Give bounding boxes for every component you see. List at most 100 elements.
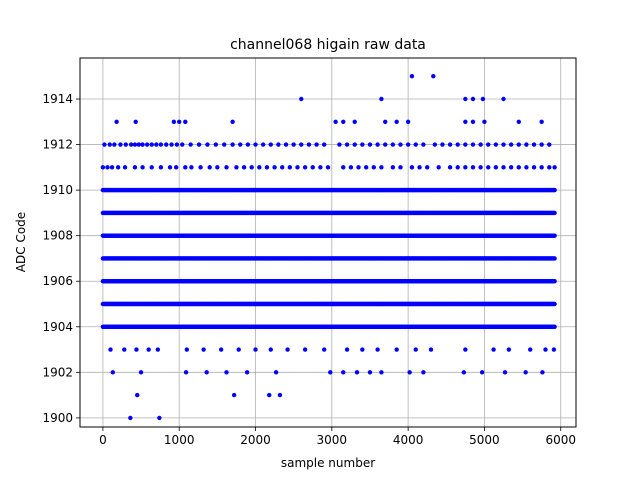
- data-point: [302, 347, 308, 352]
- x-tick-label: 2000: [240, 433, 271, 447]
- data-point: [516, 165, 521, 170]
- data-point: [447, 165, 453, 170]
- data-point: [268, 142, 273, 147]
- data-point: [230, 119, 235, 124]
- data-point: [105, 165, 110, 170]
- chart-title: channel068 higain raw data: [230, 37, 426, 53]
- data-point: [144, 142, 150, 147]
- data-point: [506, 347, 512, 352]
- data-point: [531, 165, 537, 170]
- data-point: [341, 370, 346, 375]
- data-point: [183, 119, 188, 124]
- data-point: [180, 142, 185, 147]
- data-point: [463, 165, 468, 170]
- data-point: [479, 370, 485, 375]
- data-point: [360, 142, 365, 147]
- data-point: [272, 165, 277, 170]
- data-point: [184, 347, 190, 352]
- data-point: [277, 392, 283, 398]
- data-point: [407, 370, 412, 375]
- data-point: [222, 142, 227, 147]
- data-point: [306, 142, 312, 147]
- data-point: [321, 347, 327, 352]
- data-point: [409, 165, 415, 170]
- data-point: [470, 142, 476, 147]
- data-point: [241, 165, 247, 170]
- data-point: [428, 347, 434, 352]
- data-point: [516, 119, 521, 124]
- data-point: [552, 165, 557, 170]
- data-point: [114, 119, 119, 124]
- data-point: [528, 347, 533, 352]
- data-point: [348, 165, 354, 170]
- data-point: [135, 392, 140, 398]
- data-point: [447, 142, 453, 147]
- data-point: [398, 165, 403, 170]
- data-point: [516, 142, 521, 147]
- data-point: [140, 165, 145, 170]
- data-point: [177, 119, 182, 124]
- data-point: [390, 142, 396, 147]
- data-point: [157, 415, 162, 421]
- data-point: [264, 165, 270, 170]
- data-point: [344, 347, 350, 352]
- data-point: [287, 165, 293, 170]
- data-point: [257, 165, 262, 170]
- data-point: [207, 165, 212, 170]
- data-point: [318, 165, 323, 170]
- data-point: [421, 142, 426, 147]
- data-point: [470, 119, 476, 124]
- data-point: [158, 165, 164, 170]
- data-point: [198, 165, 203, 170]
- data-point: [409, 74, 415, 79]
- data-point: [383, 119, 388, 124]
- data-point: [478, 165, 483, 170]
- data-point: [482, 119, 487, 124]
- data-point: [480, 96, 486, 102]
- data-point: [138, 370, 144, 375]
- data-point: [164, 142, 169, 147]
- data-point: [158, 142, 164, 147]
- data-point: [245, 142, 251, 147]
- data-point: [552, 324, 557, 329]
- data-point: [238, 142, 243, 147]
- data-point: [539, 119, 544, 124]
- data-point: [425, 165, 430, 170]
- data-point: [268, 347, 273, 352]
- data-point: [390, 165, 396, 170]
- data-point: [417, 165, 422, 170]
- data-point: [440, 142, 445, 147]
- data-point: [543, 347, 548, 352]
- data-point: [344, 142, 350, 147]
- data-points: [100, 74, 557, 421]
- data-point: [493, 142, 499, 147]
- data-point: [486, 165, 491, 170]
- data-point: [173, 165, 179, 170]
- data-point: [405, 142, 411, 147]
- data-point: [107, 142, 112, 147]
- data-point: [552, 279, 557, 284]
- data-point: [379, 165, 384, 170]
- data-point: [140, 142, 145, 147]
- x-tick-label: 6000: [545, 433, 576, 447]
- data-point: [115, 165, 121, 170]
- data-point: [273, 370, 279, 375]
- data-point: [552, 301, 557, 307]
- data-point: [478, 142, 483, 147]
- data-point: [421, 370, 426, 375]
- data-point: [375, 347, 380, 352]
- data-point: [171, 119, 177, 124]
- data-point: [183, 165, 188, 170]
- data-point: [551, 347, 557, 352]
- data-point: [508, 165, 514, 170]
- data-point: [463, 96, 468, 102]
- data-point: [302, 165, 308, 170]
- y-tick-label: 1908: [42, 229, 73, 243]
- data-point: [122, 347, 127, 352]
- data-point: [224, 165, 229, 170]
- data-point: [547, 142, 552, 147]
- data-point: [188, 142, 193, 147]
- data-point: [367, 142, 373, 147]
- y-axis-label: ADC Code: [14, 212, 28, 272]
